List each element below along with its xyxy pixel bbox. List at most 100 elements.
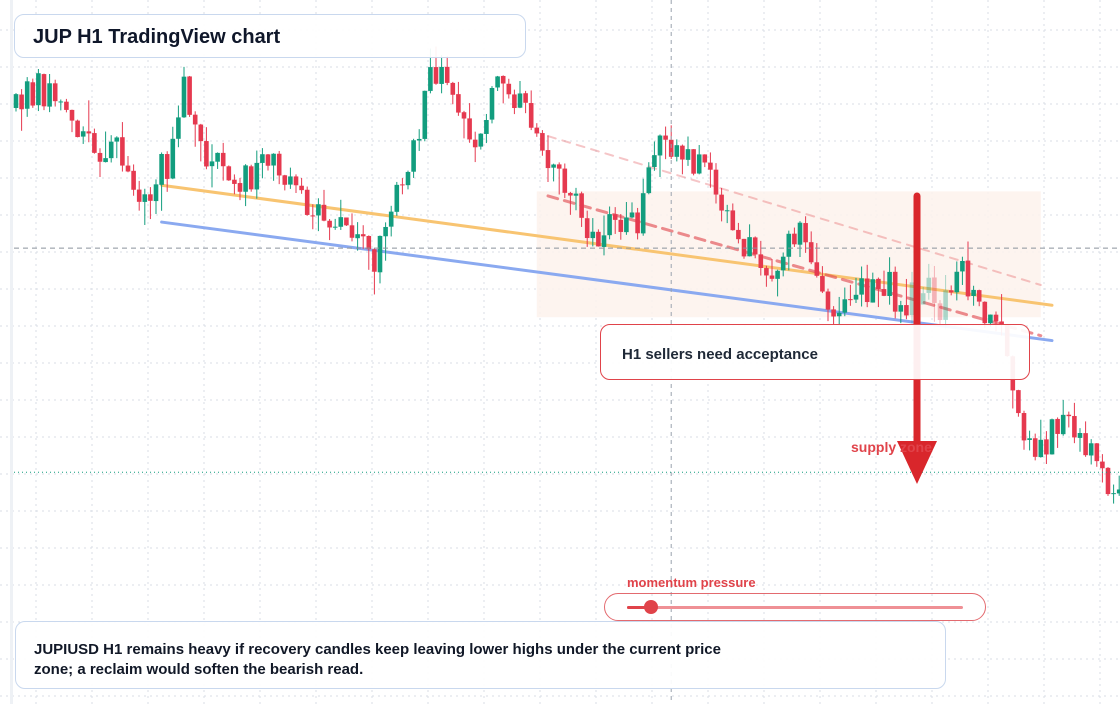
arrow-head [897,441,937,484]
candle-body [80,131,86,137]
trendline-blue [160,220,1054,343]
candle-body [831,309,836,317]
candle-body [932,277,937,303]
candle-body [724,210,730,212]
candle-body [730,210,736,231]
candle [495,75,500,92]
candle-body [601,235,607,247]
candle-body [988,314,993,324]
candle [708,152,713,188]
candle [215,152,220,169]
candle-body [792,233,797,245]
candle [752,236,758,259]
candle-body [170,138,176,179]
candle-body [282,175,288,185]
candle-body [24,81,30,109]
candle-body [1049,419,1055,455]
candle-body [814,262,820,276]
candle [853,277,859,303]
candle-body [456,94,461,113]
candle-body [114,137,120,142]
candle-body [394,184,400,212]
candle [864,264,870,308]
candle [1055,417,1060,448]
candle [836,296,842,326]
candle [724,204,730,224]
candle-body [198,124,204,142]
candle [657,134,663,177]
slider-knob[interactable] [643,600,658,614]
candle-body [786,233,792,257]
candle-body [736,229,741,240]
candle-body [1100,461,1105,469]
candle-body [506,83,512,95]
candle [69,109,75,133]
candle-body [338,217,344,227]
candle [164,151,170,192]
candle [982,301,988,328]
candle-body [400,184,405,186]
candle-body [624,217,629,233]
trendlines [160,135,1054,343]
candle-body [1032,438,1038,457]
candle [736,222,741,244]
candle-body [47,83,52,107]
candle-body [405,171,411,186]
candle [596,229,601,247]
candle [528,90,534,131]
candle [909,271,915,324]
momentum-pressure-label: momentum pressure [627,575,756,590]
candle-body [204,141,209,167]
candle-body [691,149,696,174]
candle [271,153,276,181]
candle-body [243,165,248,192]
candle [304,186,310,216]
candle-body [1060,414,1066,435]
candle [489,86,495,124]
candle-body [86,131,92,134]
candle [153,179,159,214]
candle-body [640,193,646,234]
candle [607,206,612,240]
candle-body [360,234,366,237]
momentum-pressure-slider[interactable] [604,593,986,621]
candle [1044,431,1049,465]
candle [13,93,19,112]
candle [226,165,232,181]
candle-body [495,76,500,88]
candle-body [276,153,282,176]
candle [674,139,680,162]
candle-body [237,183,243,192]
candle-body [30,82,36,106]
candle-body [1021,413,1027,441]
candle-body [489,87,495,120]
candle [58,99,64,111]
candle [948,285,954,296]
left-scale-edge [10,0,13,704]
candle-body [1016,390,1021,414]
candle [1116,475,1120,496]
candle [551,163,556,182]
candle-body [75,120,80,138]
candle [125,156,131,173]
candle [114,136,120,159]
candle-body [775,270,780,279]
candle-body [848,299,853,301]
candle-body [1055,418,1060,434]
candle [47,73,52,113]
candle [764,265,769,287]
candle-body [467,118,472,140]
candle-body [136,189,142,202]
title-card: JUP H1 TradingView chart [14,14,526,58]
candle [103,131,108,163]
candle [344,217,349,226]
candle-body [377,235,383,273]
candle [640,178,646,236]
candle-body [192,114,198,125]
candle [254,150,260,199]
annotation-note-text: H1 sellers need acceptance [622,346,818,363]
candle-body [517,93,523,108]
candle [360,225,366,249]
candle-body [383,226,388,237]
candle [120,122,125,172]
